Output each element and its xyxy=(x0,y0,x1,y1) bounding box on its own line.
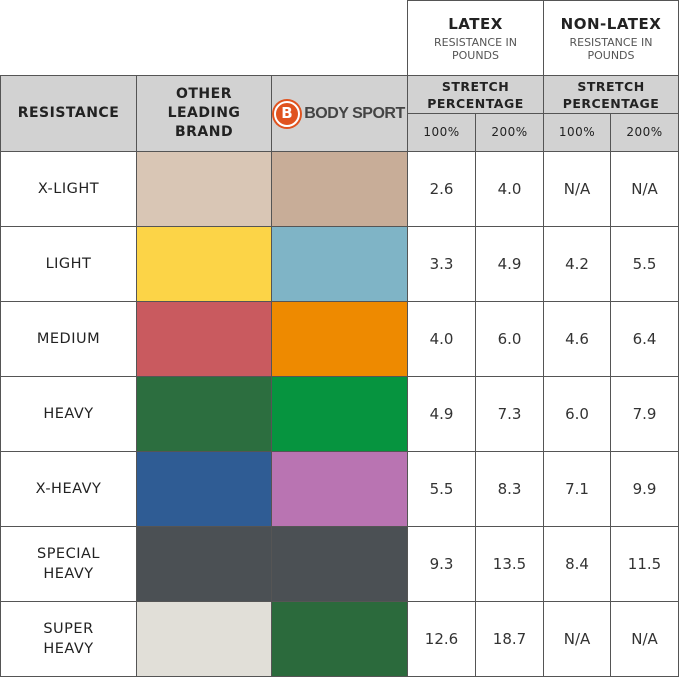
resistance-value-latex100: 2.6 xyxy=(407,151,476,227)
resistance-value-nonlatex100: 4.2 xyxy=(543,226,611,302)
bodysport-swatch xyxy=(271,226,408,302)
bodysport-b-icon: B xyxy=(274,100,301,127)
bodysport-swatch xyxy=(271,151,408,227)
latex-200-header: 200% xyxy=(475,113,544,152)
resistance-value-latex200: 6.0 xyxy=(475,301,544,377)
latex-stretch-header: STRETCH PERCENTAGE xyxy=(407,75,544,114)
resistance-value-nonlatex200: 9.9 xyxy=(610,451,679,527)
resistance-value-nonlatex200: 11.5 xyxy=(610,526,679,602)
resistance-value-latex200: 18.7 xyxy=(475,601,544,677)
resistance-value-latex100: 3.3 xyxy=(407,226,476,302)
resistance-value-nonlatex100: 6.0 xyxy=(543,376,611,452)
non-latex-stretch-header: STRETCH PERCENTAGE xyxy=(543,75,679,114)
resistance-value-nonlatex100: 4.6 xyxy=(543,301,611,377)
other-brand-swatch xyxy=(136,451,272,527)
bodysport-swatch xyxy=(271,301,408,377)
resistance-value-nonlatex200: 5.5 xyxy=(610,226,679,302)
bodysport-swatch xyxy=(271,526,408,602)
other-brand-swatch xyxy=(136,526,272,602)
non-latex-200-header: 200% xyxy=(610,113,679,152)
resistance-value-nonlatex200: N/A xyxy=(610,601,679,677)
other-brand-header: OTHER LEADING BRAND xyxy=(136,75,272,152)
resistance-label: SPECIAL HEAVY xyxy=(0,526,137,602)
non-latex-title: NON-LATEX xyxy=(560,15,662,33)
resistance-label: SUPER HEAVY xyxy=(0,601,137,677)
resistance-header: RESISTANCE xyxy=(0,75,137,152)
non-latex-subtitle: RESISTANCE IN POUNDS xyxy=(569,36,653,62)
resistance-value-latex100: 4.9 xyxy=(407,376,476,452)
bodysport-swatch xyxy=(271,451,408,527)
resistance-label: LIGHT xyxy=(0,226,137,302)
other-brand-swatch xyxy=(136,601,272,677)
latex-subtitle: RESISTANCE IN POUNDS xyxy=(433,36,518,62)
resistance-value-latex100: 12.6 xyxy=(407,601,476,677)
latex-100-header: 100% xyxy=(407,113,476,152)
resistance-label: HEAVY xyxy=(0,376,137,452)
latex-title: LATEX xyxy=(448,15,503,33)
resistance-value-nonlatex100: N/A xyxy=(543,151,611,227)
bodysport-name: BODY SPORT xyxy=(304,105,405,122)
resistance-value-nonlatex100: 8.4 xyxy=(543,526,611,602)
resistance-value-latex200: 7.3 xyxy=(475,376,544,452)
resistance-value-nonlatex200: N/A xyxy=(610,151,679,227)
bodysport-swatch xyxy=(271,376,408,452)
resistance-label: MEDIUM xyxy=(0,301,137,377)
other-brand-swatch xyxy=(136,376,272,452)
other-brand-swatch xyxy=(136,151,272,227)
bodysport-header: B BODY SPORT xyxy=(271,75,408,152)
resistance-value-nonlatex200: 7.9 xyxy=(610,376,679,452)
non-latex-header: NON-LATEX RESISTANCE IN POUNDS xyxy=(543,0,679,76)
resistance-label: X-HEAVY xyxy=(0,451,137,527)
resistance-label: X-LIGHT xyxy=(0,151,137,227)
resistance-value-latex200: 8.3 xyxy=(475,451,544,527)
resistance-value-latex200: 4.0 xyxy=(475,151,544,227)
bodysport-logo: B BODY SPORT xyxy=(274,100,405,127)
other-brand-swatch xyxy=(136,301,272,377)
other-brand-swatch xyxy=(136,226,272,302)
resistance-value-latex100: 9.3 xyxy=(407,526,476,602)
bodysport-swatch xyxy=(271,601,408,677)
resistance-value-nonlatex100: 7.1 xyxy=(543,451,611,527)
resistance-value-nonlatex200: 6.4 xyxy=(610,301,679,377)
resistance-value-latex100: 4.0 xyxy=(407,301,476,377)
resistance-value-latex200: 13.5 xyxy=(475,526,544,602)
resistance-value-latex200: 4.9 xyxy=(475,226,544,302)
latex-header: LATEX RESISTANCE IN POUNDS xyxy=(407,0,544,76)
resistance-value-nonlatex100: N/A xyxy=(543,601,611,677)
resistance-value-latex100: 5.5 xyxy=(407,451,476,527)
non-latex-100-header: 100% xyxy=(543,113,611,152)
